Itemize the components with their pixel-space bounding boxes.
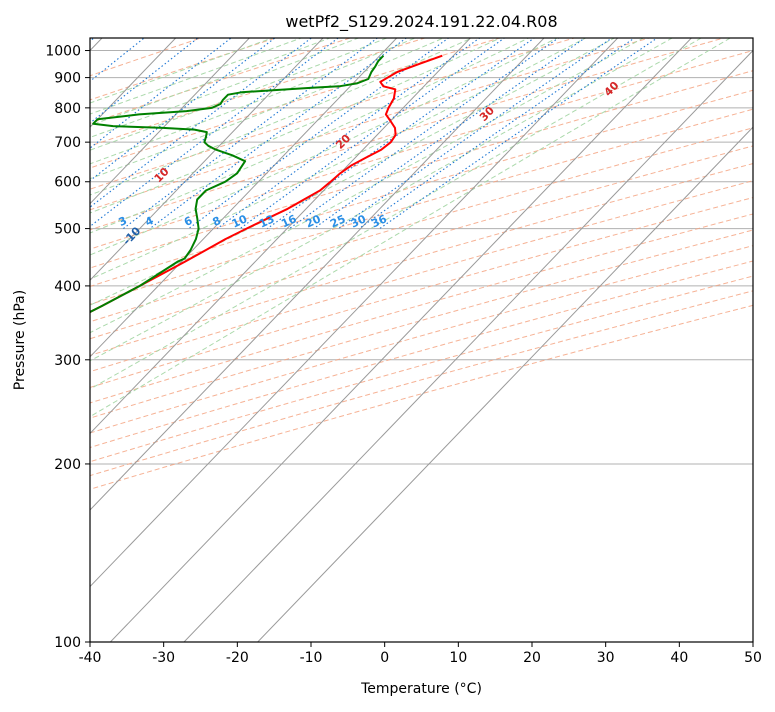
moist-adiabat-line (90, 38, 674, 362)
mixing-ratio-label: 20 (303, 212, 323, 230)
dry-adiabat-line (90, 38, 576, 190)
isotherm-line (90, 38, 545, 511)
dry-adiabat-line (90, 127, 753, 323)
moist-adiabat-line (90, 38, 732, 418)
isotherm-line (90, 38, 251, 205)
moist-adiabat-line (90, 38, 502, 214)
y-axis-label: Pressure (hPa) (12, 290, 28, 390)
mixing-ratio-line (239, 38, 506, 230)
moist-adiabat-line (90, 38, 474, 196)
mixing-ratio-label: 36 (369, 212, 389, 230)
y-tick-label: 300 (54, 353, 81, 369)
dry-adiabat-line (90, 275, 753, 463)
x-tick-label: 10 (449, 650, 467, 666)
moist-adiabat-line (90, 38, 445, 180)
y-tick-label: 700 (54, 135, 81, 151)
mixing-ratio-label: 25 (328, 212, 347, 230)
y-tick-label: 600 (54, 175, 81, 191)
isotherm-line (90, 38, 472, 435)
dry-adiabat-line (90, 260, 753, 449)
dry-adiabat-line (90, 38, 726, 231)
mixing-ratio-label: 13 (257, 212, 276, 230)
mixing-ratio-line (313, 38, 586, 230)
mixing-ratio-line (188, 38, 450, 230)
mixing-ratio-label: 10 (230, 212, 250, 230)
dry-adiabat-line (90, 304, 753, 490)
y-tick-label: 500 (54, 222, 81, 238)
y-tick-label: 200 (54, 457, 81, 473)
plot-frame (89, 37, 754, 643)
moist-adiabat-line (90, 38, 530, 234)
isotherm-line (90, 38, 619, 588)
x-tick-label: 20 (523, 650, 541, 666)
moist-adiabat-line (90, 38, 616, 306)
dry-adiabat-line (90, 108, 753, 305)
dry-adiabat-line (90, 38, 427, 147)
x-tick-label: -20 (226, 650, 249, 666)
x-tick-label: 0 (380, 650, 389, 666)
y-tick-label: 100 (54, 635, 81, 651)
isotherm-line (90, 38, 398, 358)
x-tick-label: 40 (670, 650, 688, 666)
moist-adiabat-line (90, 38, 587, 280)
mixing-ratio-line (379, 38, 659, 230)
axes: -40 -30 -20 -10 0 10 20 30 40 50 1000 900 800 700 600 5… (45, 44, 762, 666)
isotherm-line (183, 49, 753, 642)
dry-adiabat-line (90, 163, 753, 356)
mixing-ratio-line (358, 38, 636, 230)
x-tick-label: 50 (744, 650, 762, 666)
moist-adiabat-line (90, 38, 389, 151)
moist-adiabat-line (90, 38, 703, 390)
x-tick-label: -30 (152, 650, 175, 666)
sounding-profiles (90, 54, 443, 314)
mixing-ratio-line (149, 38, 408, 230)
y-tick-label: 400 (54, 279, 81, 295)
chart-title: wetPf2_S129.2024.191.22.04.R08 (285, 12, 557, 32)
dewpoint-profile-line (90, 55, 385, 314)
dry-adiabat-line (90, 38, 651, 211)
dry-adiabat-line (90, 89, 753, 287)
plot-area: -100-90-80-70-60-50-40-30-20-100.10.20.4… (90, 38, 753, 642)
isotherm-line (109, 38, 693, 642)
mixing-ratio-line (289, 38, 560, 230)
mixing-ratio-line (216, 38, 481, 230)
moist-adiabat-line (90, 38, 274, 104)
mixing-ratio-line (90, 38, 232, 149)
isotherm-line (256, 126, 753, 642)
x-tick-label: 30 (597, 650, 615, 666)
x-tick-label: -10 (300, 650, 323, 666)
y-tick-label: 900 (54, 71, 81, 87)
y-tick-label: 800 (54, 101, 81, 117)
dry-adiabat-line (90, 50, 753, 250)
mixing-ratio-line (90, 38, 340, 228)
mixing-ratio-line (338, 38, 613, 230)
mixing-ratio-label: 30 (349, 212, 369, 230)
x-axis-label: Temperature (°C) (360, 681, 482, 697)
dry-adiabat-line (90, 213, 753, 404)
isotherm-line (90, 38, 324, 281)
moist-adiabat-line (90, 38, 303, 115)
mixing-ratio-label: 16 (279, 212, 299, 230)
moist-adiabat-line (90, 38, 559, 256)
dry-adiabat-line (90, 197, 753, 389)
x-tick-label: -40 (79, 650, 102, 666)
y-tick-label: 1000 (45, 44, 81, 60)
mixing-ratio-line (122, 38, 379, 230)
